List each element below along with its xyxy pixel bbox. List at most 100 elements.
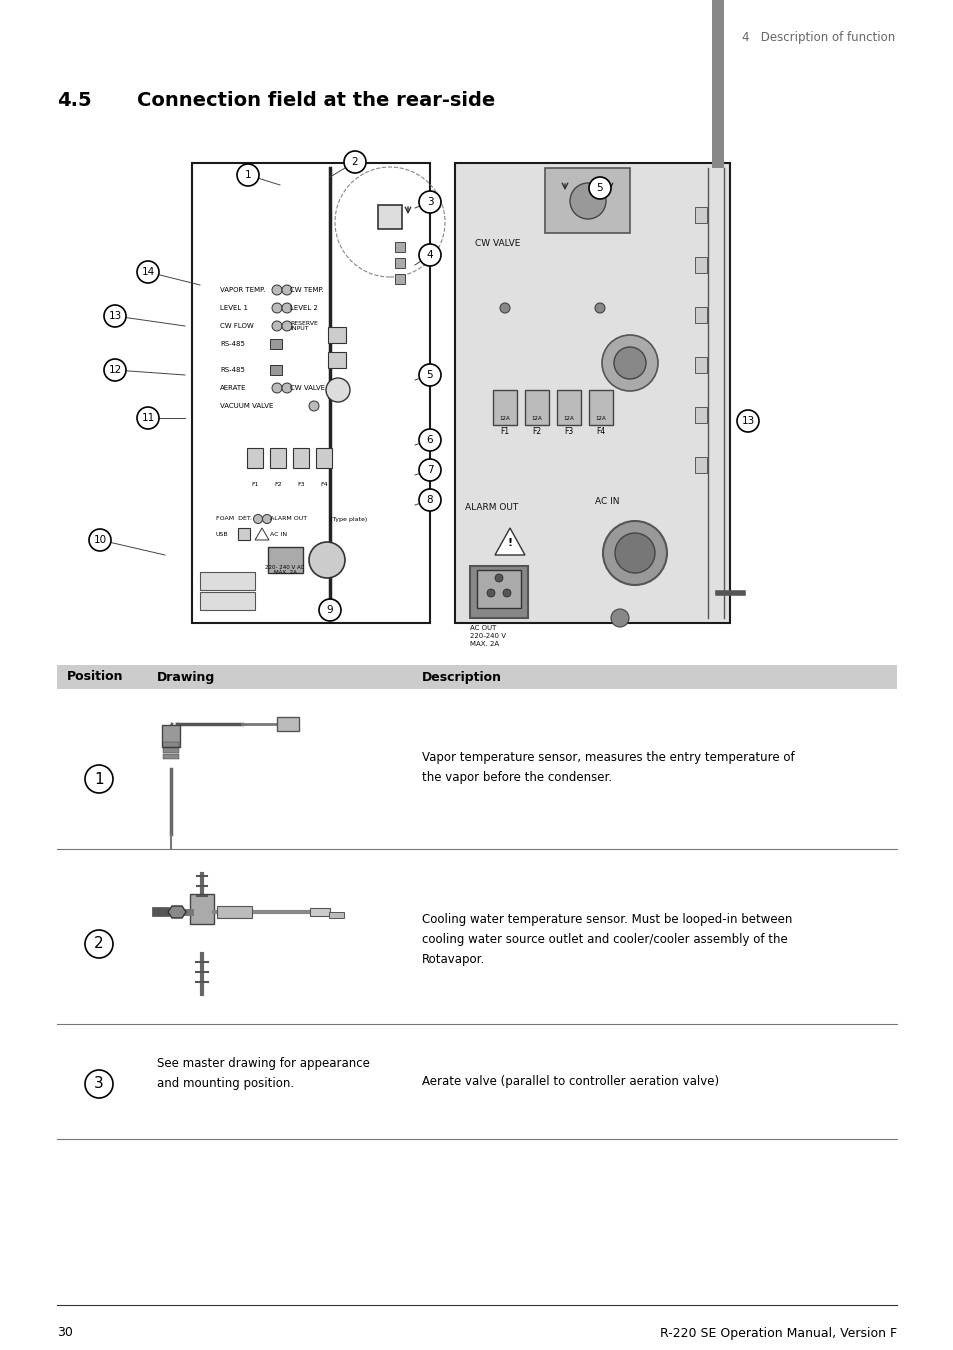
- Text: 12A: 12A: [499, 416, 510, 420]
- Circle shape: [272, 285, 282, 296]
- Text: 11: 11: [141, 413, 154, 423]
- Text: FOAM  DET.: FOAM DET.: [215, 517, 252, 521]
- Circle shape: [418, 429, 440, 451]
- Text: AERATE: AERATE: [220, 385, 246, 391]
- Bar: [544, 167, 629, 234]
- Text: CW VALVE: CW VALVE: [290, 385, 325, 391]
- Bar: [162, 725, 180, 747]
- Bar: [395, 258, 405, 269]
- Text: 3: 3: [94, 1076, 104, 1092]
- Text: See master drawing for appearance
and mounting position.: See master drawing for appearance and mo…: [157, 1057, 370, 1091]
- Circle shape: [344, 151, 366, 173]
- Circle shape: [282, 321, 292, 331]
- Text: LEVEL 2: LEVEL 2: [290, 305, 317, 310]
- Polygon shape: [168, 906, 186, 918]
- Text: Cooling water temperature sensor. Must be looped-in between
cooling water source: Cooling water temperature sensor. Must b…: [421, 913, 792, 965]
- Text: 12A: 12A: [563, 416, 574, 420]
- Circle shape: [499, 302, 510, 313]
- Text: 7: 7: [426, 464, 433, 475]
- Bar: [695, 207, 706, 223]
- Bar: [216, 906, 252, 918]
- Text: 8: 8: [426, 495, 433, 505]
- Circle shape: [309, 401, 318, 410]
- Text: Description: Description: [421, 671, 501, 683]
- Text: 4   Description of function: 4 Description of function: [741, 31, 894, 45]
- Text: ALARM OUT: ALARM OUT: [270, 517, 307, 521]
- Bar: [270, 364, 282, 375]
- Text: AC OUT
220-240 V
MAX. 2A: AC OUT 220-240 V MAX. 2A: [470, 625, 505, 647]
- Circle shape: [495, 574, 502, 582]
- Circle shape: [595, 302, 604, 313]
- Circle shape: [85, 765, 112, 792]
- Bar: [455, 163, 729, 622]
- Circle shape: [137, 261, 159, 284]
- Text: VACUUM VALVE: VACUUM VALVE: [220, 404, 274, 409]
- Bar: [476, 570, 520, 608]
- Text: RS-485: RS-485: [220, 342, 245, 347]
- Circle shape: [326, 378, 350, 402]
- Circle shape: [502, 589, 511, 597]
- Circle shape: [569, 184, 605, 219]
- Bar: [315, 448, 332, 468]
- Bar: [310, 909, 330, 917]
- Circle shape: [104, 305, 126, 327]
- Bar: [695, 458, 706, 472]
- Bar: [524, 390, 548, 425]
- Bar: [270, 448, 286, 468]
- Bar: [711, 0, 723, 167]
- Bar: [493, 390, 517, 425]
- Bar: [557, 390, 580, 425]
- Bar: [192, 163, 430, 622]
- Text: AC IN: AC IN: [270, 532, 287, 536]
- Text: 3: 3: [426, 197, 433, 207]
- Text: 5: 5: [596, 184, 602, 193]
- Text: (Type plate): (Type plate): [330, 517, 367, 521]
- Bar: [395, 242, 405, 252]
- Text: RS-485: RS-485: [220, 367, 245, 373]
- Circle shape: [253, 514, 262, 524]
- Circle shape: [418, 190, 440, 213]
- Bar: [57, 666, 896, 688]
- Text: AC IN: AC IN: [595, 497, 618, 505]
- Text: !: !: [507, 539, 512, 548]
- Text: 2: 2: [94, 937, 104, 952]
- Circle shape: [418, 459, 440, 481]
- Text: USB: USB: [215, 532, 229, 536]
- Text: F4: F4: [320, 482, 328, 487]
- Text: F3: F3: [564, 427, 573, 436]
- Text: LEVEL 1: LEVEL 1: [220, 305, 248, 310]
- Text: 4.5: 4.5: [57, 90, 91, 109]
- Polygon shape: [254, 528, 269, 540]
- Text: 2: 2: [352, 157, 358, 167]
- Circle shape: [610, 609, 628, 626]
- Circle shape: [85, 1071, 112, 1098]
- Circle shape: [272, 383, 282, 393]
- Text: Position: Position: [67, 671, 123, 683]
- Text: F2: F2: [532, 427, 541, 436]
- Bar: [293, 448, 309, 468]
- Polygon shape: [495, 528, 524, 555]
- Bar: [328, 352, 346, 369]
- Bar: [328, 382, 346, 398]
- Circle shape: [282, 302, 292, 313]
- Text: Vapor temperature sensor, measures the entry temperature of
the vapor before the: Vapor temperature sensor, measures the e…: [421, 751, 794, 783]
- Bar: [695, 256, 706, 273]
- Text: 6: 6: [426, 435, 433, 446]
- Circle shape: [418, 489, 440, 512]
- Bar: [329, 913, 344, 918]
- Bar: [163, 755, 179, 759]
- Bar: [200, 572, 254, 590]
- Bar: [395, 274, 405, 284]
- Text: 12A: 12A: [595, 416, 606, 420]
- Circle shape: [282, 383, 292, 393]
- Text: 1: 1: [244, 170, 251, 180]
- Text: 220- 240 V AC
MAX. 2A: 220- 240 V AC MAX. 2A: [265, 564, 304, 575]
- Text: 12A: 12A: [531, 416, 542, 420]
- Bar: [377, 205, 401, 230]
- Text: Drawing: Drawing: [157, 671, 215, 683]
- Text: 1: 1: [94, 771, 104, 787]
- Circle shape: [309, 541, 345, 578]
- Circle shape: [588, 177, 610, 198]
- Bar: [200, 593, 254, 610]
- Bar: [470, 566, 527, 618]
